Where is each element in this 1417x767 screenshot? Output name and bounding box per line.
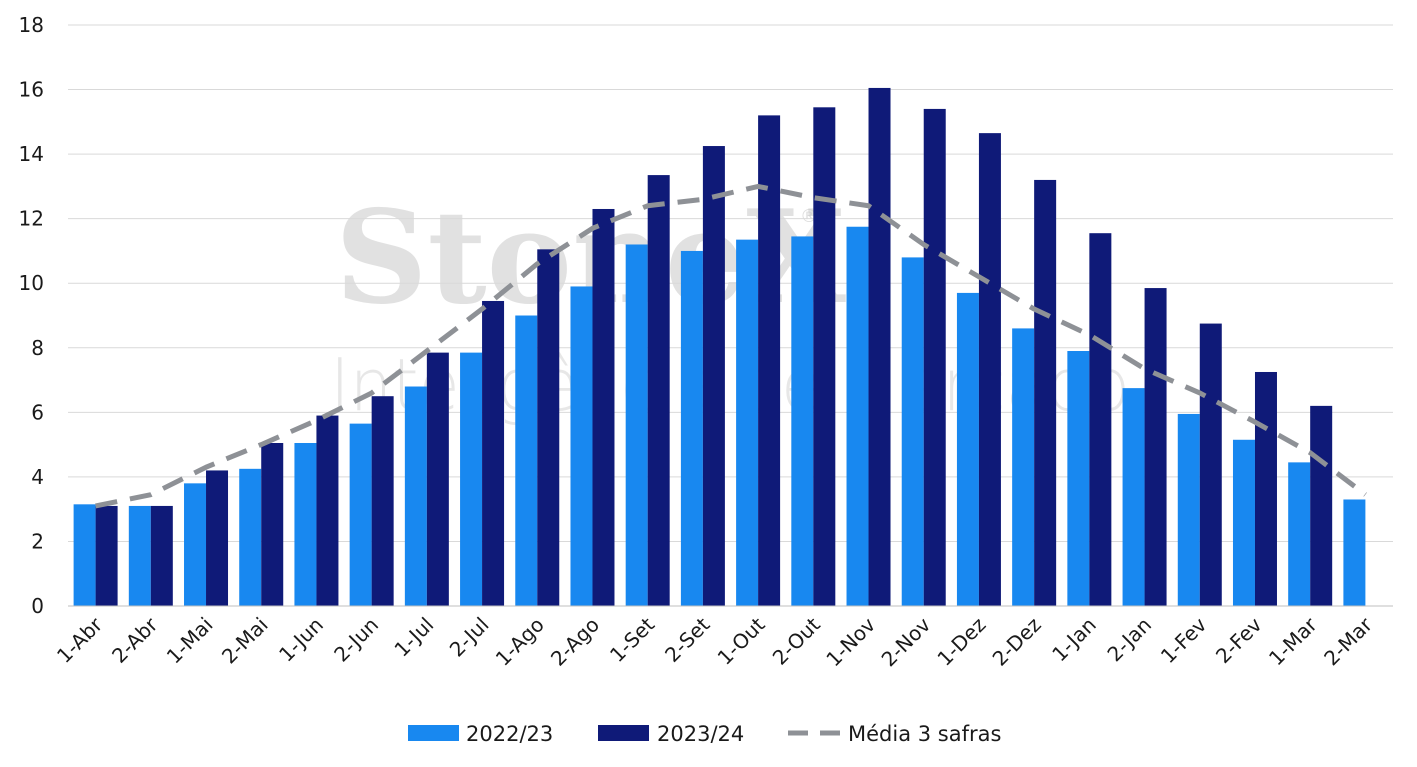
bar-2023/24 bbox=[813, 107, 836, 606]
bar-2023/24 bbox=[261, 442, 284, 606]
x-tick-label: 1-Nov bbox=[821, 612, 880, 671]
x-tick-label: 1-Abr bbox=[52, 612, 108, 668]
y-tick-label: 12 bbox=[19, 207, 44, 231]
bar-2023/24 bbox=[1144, 288, 1167, 606]
x-tick-label: 2-Jun bbox=[329, 613, 383, 667]
y-tick-label: 18 bbox=[19, 13, 44, 37]
gridlines bbox=[68, 24, 1393, 542]
bar-2022/23 bbox=[404, 386, 427, 606]
bar-2023/24 bbox=[1199, 323, 1222, 606]
y-tick-label: 14 bbox=[19, 142, 44, 166]
line-series bbox=[95, 183, 1367, 509]
x-axis: 1-Abr 2-Abr 1-Mai 2-Mai 1-Jun 2-Jun 1-Jul 2-Jul… bbox=[52, 612, 1378, 671]
x-tick-label: 2-Abr bbox=[107, 612, 163, 668]
bar-2023/24 bbox=[482, 300, 505, 606]
bar-2023/24 bbox=[426, 352, 449, 606]
legend: 2022/23 2023/24 Média 3 safras bbox=[408, 722, 1001, 746]
y-tick-label: 16 bbox=[19, 78, 44, 102]
legend-swatch bbox=[408, 725, 459, 741]
legend-label: Média 3 safras bbox=[848, 722, 1001, 746]
x-tick-label: 2-Jan bbox=[1102, 613, 1156, 667]
average-line bbox=[95, 183, 1367, 509]
bars bbox=[73, 87, 1366, 607]
bar-2023/24 bbox=[316, 415, 339, 606]
bar-2023/24 bbox=[371, 396, 394, 606]
x-tick-label: 1-Fev bbox=[1156, 612, 1212, 668]
bar-2023/24 bbox=[758, 115, 781, 606]
bar-2023/24 bbox=[1310, 405, 1333, 606]
bar-2022/23 bbox=[1067, 351, 1090, 606]
bar-2023/24 bbox=[702, 146, 725, 606]
x-tick-label: 2-Ago bbox=[546, 613, 604, 671]
y-tick-label: 2 bbox=[31, 529, 44, 553]
x-tick-label: 2-Out bbox=[768, 612, 825, 669]
y-axis: 0 2 4 6 8 10 12 14 16 18 bbox=[19, 13, 44, 618]
bar-2022/23 bbox=[956, 292, 979, 606]
y-tick-label: 10 bbox=[19, 271, 44, 295]
bar-2022/23 bbox=[73, 504, 96, 606]
bar-2022/23 bbox=[736, 239, 759, 606]
bar-2023/24 bbox=[978, 133, 1001, 606]
x-tick-label: 1-Jun bbox=[274, 613, 328, 667]
legend-swatch bbox=[598, 725, 649, 741]
x-tick-label: 2-Dez bbox=[988, 613, 1046, 671]
bar-2023/24 bbox=[592, 208, 615, 606]
bar-2023/24 bbox=[647, 175, 670, 606]
x-tick-label: 1-Ago bbox=[491, 613, 549, 671]
legend-label: 2023/24 bbox=[657, 722, 744, 746]
bar-2022/23 bbox=[791, 236, 814, 607]
x-tick-label: 2-Nov bbox=[877, 612, 936, 671]
bar-2022/23 bbox=[239, 468, 262, 606]
y-tick-label: 8 bbox=[31, 336, 44, 360]
bar-2023/24 bbox=[1254, 371, 1277, 606]
bar-2022/23 bbox=[1232, 439, 1255, 606]
bar-2023/24 bbox=[95, 505, 118, 606]
legend-label: 2022/23 bbox=[466, 722, 553, 746]
bar-2022/23 bbox=[625, 244, 648, 606]
x-tick-label: 2-Mai bbox=[217, 613, 273, 669]
x-tick-label: 1-Mar bbox=[1264, 612, 1322, 670]
bar-2023/24 bbox=[923, 108, 946, 606]
bar-2022/23 bbox=[294, 442, 317, 606]
x-tick-label: 1-Out bbox=[713, 612, 770, 669]
bar-2022/23 bbox=[1122, 388, 1145, 606]
watermark-subtitle: Inteligência de Mercado bbox=[330, 343, 1130, 427]
x-tick-label: 2-Jul bbox=[445, 613, 494, 662]
bar-2023/24 bbox=[868, 87, 891, 607]
bar-2022/23 bbox=[1177, 413, 1200, 606]
bar-2022/23 bbox=[680, 250, 703, 606]
bar-2022/23 bbox=[1288, 462, 1311, 606]
y-tick-label: 4 bbox=[31, 465, 44, 489]
bar-2022/23 bbox=[460, 352, 483, 606]
x-tick-label: 1-Mai bbox=[162, 613, 218, 669]
bar-2022/23 bbox=[1343, 499, 1366, 606]
bar-2022/23 bbox=[184, 483, 207, 606]
bar-2022/23 bbox=[128, 505, 151, 606]
bar-2022/23 bbox=[515, 315, 538, 606]
bar-2022/23 bbox=[901, 257, 924, 606]
x-tick-label: 1-Dez bbox=[932, 613, 990, 671]
x-tick-label: 1-Jul bbox=[389, 613, 438, 662]
bar-2022/23 bbox=[846, 226, 869, 606]
y-tick-label: 0 bbox=[31, 594, 44, 618]
bar-2022/23 bbox=[1012, 328, 1035, 606]
bar-2023/24 bbox=[150, 505, 173, 606]
bar-2022/23 bbox=[349, 423, 372, 606]
x-tick-label: 2-Fev bbox=[1211, 612, 1267, 668]
y-tick-label: 6 bbox=[31, 400, 44, 424]
bar-2022/23 bbox=[570, 286, 593, 606]
bar-2023/24 bbox=[537, 249, 560, 606]
bar-2023/24 bbox=[1034, 179, 1057, 606]
bar-2023/24 bbox=[1089, 233, 1112, 607]
x-tick-label: 1-Jan bbox=[1047, 613, 1101, 667]
x-tick-label: 2-Mar bbox=[1319, 612, 1377, 670]
x-tick-label: 1-Set bbox=[605, 612, 659, 666]
x-tick-label: 2-Set bbox=[660, 612, 714, 666]
bar-2023/24 bbox=[206, 470, 229, 606]
watermark: StoneX ® Inteligência de Mercado bbox=[330, 183, 1130, 427]
